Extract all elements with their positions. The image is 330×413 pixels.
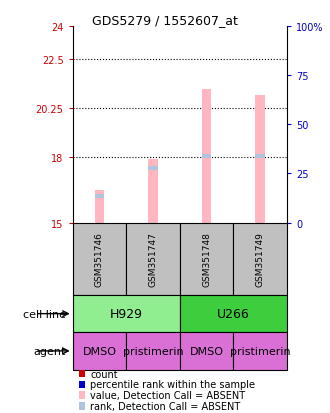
Text: GSM351749: GSM351749	[256, 232, 265, 287]
Text: U266: U266	[217, 307, 250, 320]
Text: GSM351748: GSM351748	[202, 232, 211, 287]
Text: GDS5279 / 1552607_at: GDS5279 / 1552607_at	[92, 14, 238, 27]
Bar	[180, 332, 234, 370]
Text: rank, Detection Call = ABSENT: rank, Detection Call = ABSENT	[90, 401, 240, 411]
Text: GSM351747: GSM351747	[148, 232, 157, 287]
Bar	[148, 160, 158, 223]
Text: pristimerin: pristimerin	[123, 346, 183, 356]
Bar	[255, 95, 265, 223]
Bar	[234, 223, 287, 295]
Text: H929: H929	[110, 307, 143, 320]
Bar	[202, 90, 212, 223]
Bar	[73, 332, 126, 370]
Text: GSM351746: GSM351746	[95, 232, 104, 287]
Text: count: count	[90, 369, 118, 379]
Text: percentile rank within the sample: percentile rank within the sample	[90, 380, 255, 389]
Bar	[126, 223, 180, 295]
Text: DMSO: DMSO	[82, 346, 116, 356]
Text: DMSO: DMSO	[190, 346, 224, 356]
Bar	[126, 332, 180, 370]
Bar	[95, 195, 104, 199]
Bar	[234, 332, 287, 370]
Bar	[73, 295, 180, 332]
Text: pristimerin: pristimerin	[230, 346, 291, 356]
Bar	[95, 190, 104, 223]
Bar	[255, 154, 265, 159]
Bar	[148, 166, 158, 171]
Bar	[73, 223, 126, 295]
Text: agent: agent	[34, 346, 66, 356]
Text: cell line: cell line	[23, 309, 66, 319]
Bar	[202, 154, 212, 159]
Text: value, Detection Call = ABSENT: value, Detection Call = ABSENT	[90, 390, 245, 400]
Bar	[180, 295, 287, 332]
Bar	[180, 223, 234, 295]
